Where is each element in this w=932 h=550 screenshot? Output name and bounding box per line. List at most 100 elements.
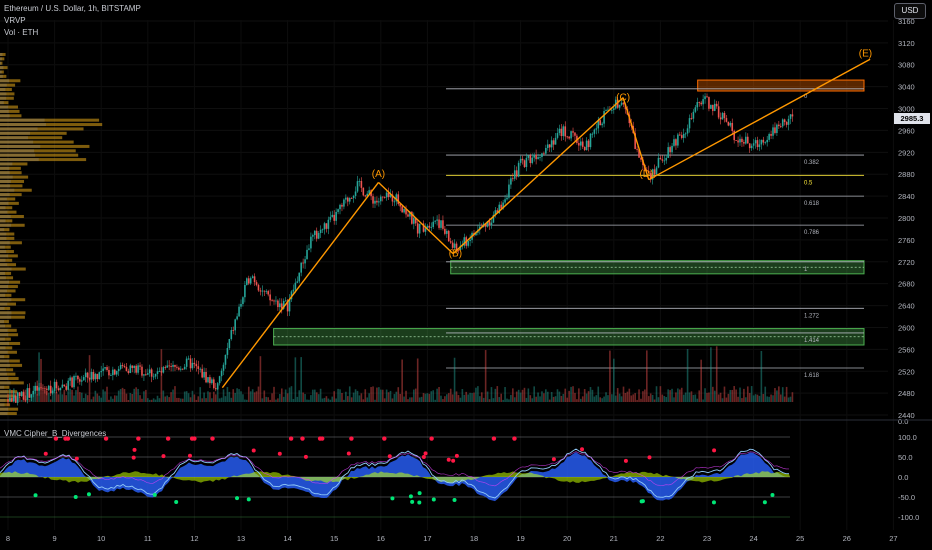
candle-body xyxy=(282,300,285,309)
time-tick-label: 17 xyxy=(423,534,431,543)
volume-bar xyxy=(721,398,724,402)
volume-bar xyxy=(525,397,528,402)
candle-body xyxy=(244,284,246,298)
candle-body xyxy=(545,147,547,154)
volume-bar xyxy=(242,394,244,402)
candle-body xyxy=(341,204,343,207)
candle-body xyxy=(702,99,704,105)
price-axis[interactable]: 2440 2480 2520 2560 2600 2640 2680 2720 2760 2800… xyxy=(898,17,919,522)
profile-bar xyxy=(0,149,76,153)
candle-body xyxy=(783,119,786,123)
volume-bar xyxy=(587,391,590,402)
volume-bar xyxy=(710,347,712,402)
volume-bar xyxy=(213,391,215,402)
volume-bar xyxy=(634,393,636,402)
volume-bar xyxy=(506,398,508,402)
volume-bar xyxy=(791,392,794,402)
candle-body xyxy=(255,282,258,285)
volume-bar xyxy=(211,398,213,402)
volume-bar xyxy=(579,398,582,402)
candle-body xyxy=(127,370,130,373)
volume-bar xyxy=(562,393,565,402)
candle-body xyxy=(484,223,487,227)
candle-body xyxy=(463,237,466,246)
profile-bar xyxy=(0,215,24,218)
volume-bar xyxy=(308,399,310,402)
candle-body xyxy=(348,198,351,202)
volume-bar xyxy=(488,399,491,402)
currency-button[interactable]: USD xyxy=(894,3,926,19)
volume-bar xyxy=(214,394,217,402)
candle-body xyxy=(257,284,260,291)
signal-dot xyxy=(86,492,91,497)
candle-body xyxy=(434,220,436,222)
volume-bar xyxy=(387,392,390,402)
volume-bar xyxy=(360,393,363,402)
candle-body xyxy=(748,143,751,149)
volume-bar xyxy=(259,356,262,402)
volume-bar xyxy=(465,391,468,402)
profile-bar xyxy=(0,92,15,96)
volume-bar xyxy=(480,392,483,402)
volume-bar xyxy=(294,357,297,402)
candle-body xyxy=(451,242,454,248)
volume-bar xyxy=(67,391,69,402)
price-tick-label: 2560 xyxy=(898,345,915,354)
signal-dot xyxy=(251,448,256,453)
profile-bar xyxy=(0,206,13,210)
signal-dot xyxy=(246,497,251,502)
signal-dot xyxy=(161,454,166,459)
profile-bar xyxy=(0,219,6,223)
time-axis[interactable]: 8 9 10 11 12 13 14 15 16 17 18 19 20 21 22 23 24 25 26 27 xyxy=(6,534,898,543)
volume-bar xyxy=(115,395,118,402)
oscillator-pane[interactable] xyxy=(0,436,790,518)
candle-body xyxy=(350,198,353,199)
volume-bar xyxy=(746,386,749,402)
volume-bar xyxy=(407,399,409,402)
volume-bar xyxy=(18,396,21,402)
candle-body xyxy=(234,319,236,331)
signal-dot xyxy=(431,497,436,502)
volume-bar xyxy=(675,392,677,402)
candle-body xyxy=(203,371,205,378)
volume-bar xyxy=(401,359,403,402)
profile-bar xyxy=(0,197,7,201)
candle-body xyxy=(145,374,147,376)
candle-body xyxy=(164,367,167,368)
volume-bar xyxy=(416,358,419,402)
volume-bar xyxy=(145,389,147,402)
profile-bar xyxy=(0,144,41,148)
volume-bar xyxy=(479,396,481,402)
candle-body xyxy=(368,190,370,194)
candle-body xyxy=(232,330,235,331)
candle-body xyxy=(205,371,207,383)
wave-lines[interactable] xyxy=(221,58,871,389)
volume-bar xyxy=(304,394,306,402)
candle-body xyxy=(354,191,357,196)
volume-bar xyxy=(389,390,392,402)
volume-zero-label: 0.0 xyxy=(898,417,908,426)
overbought-dot xyxy=(491,436,497,441)
candle-body xyxy=(717,106,720,118)
profile-bar xyxy=(0,166,21,170)
volume-bar xyxy=(519,392,522,402)
overbought-dot xyxy=(382,436,387,441)
candle-body xyxy=(607,109,609,111)
volume-bar xyxy=(323,397,326,402)
volume-bar xyxy=(679,389,681,402)
profile-bar xyxy=(0,210,17,214)
volume-bar xyxy=(723,386,726,402)
volume-bar xyxy=(463,394,466,402)
profile-bar xyxy=(0,61,3,65)
volume-bar xyxy=(102,389,104,402)
volume-bar xyxy=(541,391,543,402)
price-tick-label: 3080 xyxy=(898,61,915,70)
volume-bar xyxy=(411,397,413,402)
candle-body xyxy=(513,170,516,179)
candle-body xyxy=(578,143,580,146)
volume-bar xyxy=(426,393,429,402)
volume-bar xyxy=(117,390,120,402)
time-tick-label: 13 xyxy=(237,534,245,543)
wave-line xyxy=(452,97,624,255)
